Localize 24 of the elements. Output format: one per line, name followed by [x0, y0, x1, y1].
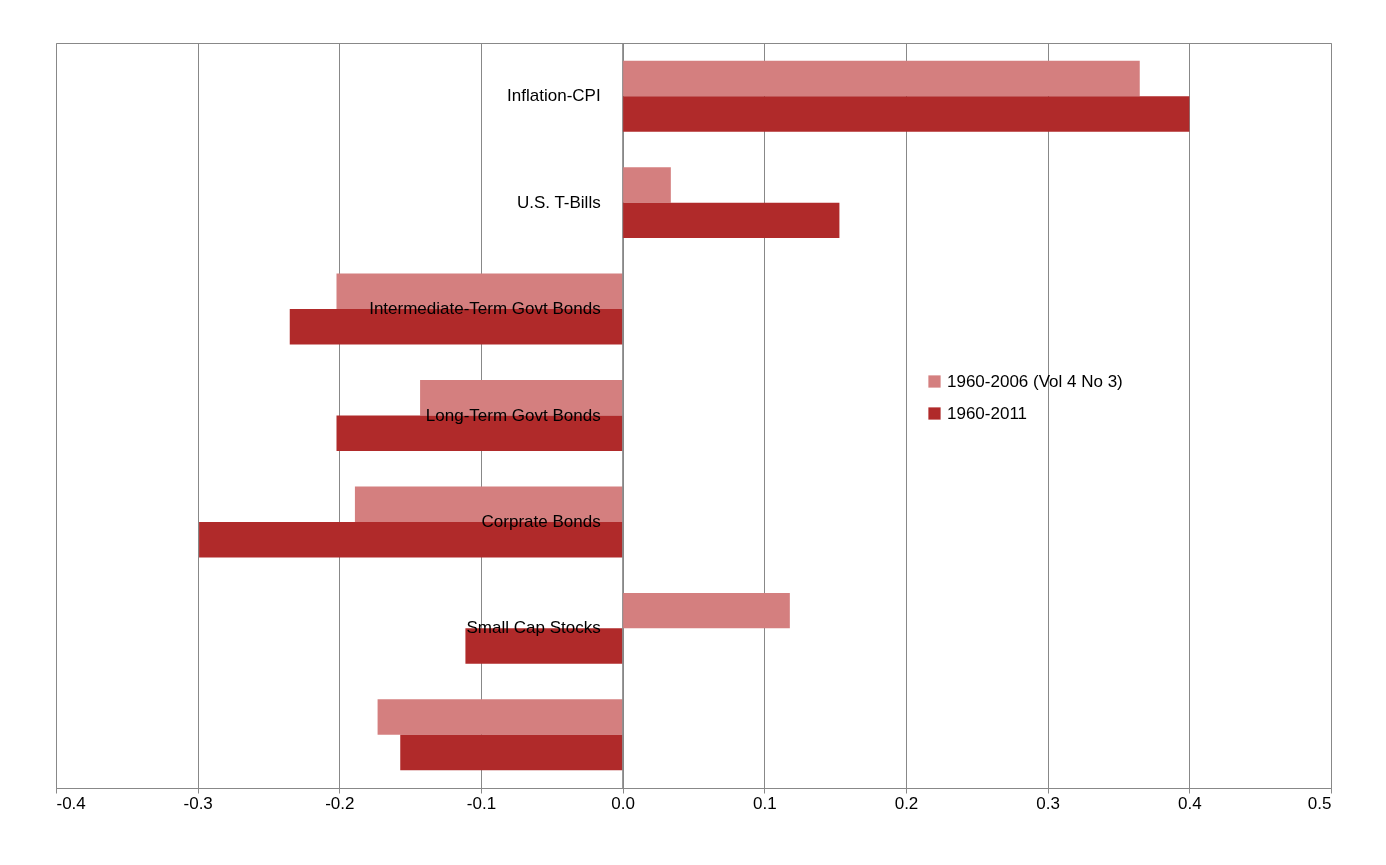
y-tick-label: Intermediate-Term Govt Bonds — [369, 299, 601, 319]
bar — [622, 202, 840, 239]
x-tick-label: 0.4 — [1178, 793, 1202, 813]
legend-label: 1960-2011 — [947, 403, 1028, 423]
x-tick-label: 0.0 — [611, 793, 635, 813]
bar — [622, 96, 1190, 132]
x-tick-label: -0.4 — [56, 793, 86, 813]
legend-label: 1960-2006 (Vol 4 No 3) — [947, 371, 1123, 391]
x-tick-label: 0.3 — [1036, 793, 1060, 813]
x-tick-label: -0.1 — [466, 793, 497, 813]
y-tick-label: Corprate Bonds — [481, 511, 601, 531]
bar — [377, 699, 623, 735]
x-tick-label: -0.2 — [325, 793, 355, 813]
y-tick-label: U.S. T-Bills — [516, 192, 601, 212]
x-tick-label: -0.3 — [183, 793, 213, 813]
bar — [400, 734, 623, 771]
bar — [622, 60, 1140, 97]
y-tick-label: Inflation-CPI — [507, 86, 601, 106]
bar — [622, 592, 790, 629]
x-tick-label: 0.1 — [753, 793, 777, 813]
x-tick-label: 0.2 — [894, 793, 919, 813]
x-tick-label: 0.5 — [1307, 793, 1332, 813]
y-tick-label: Long-Term Govt Bonds — [425, 405, 601, 425]
bar — [622, 167, 671, 203]
